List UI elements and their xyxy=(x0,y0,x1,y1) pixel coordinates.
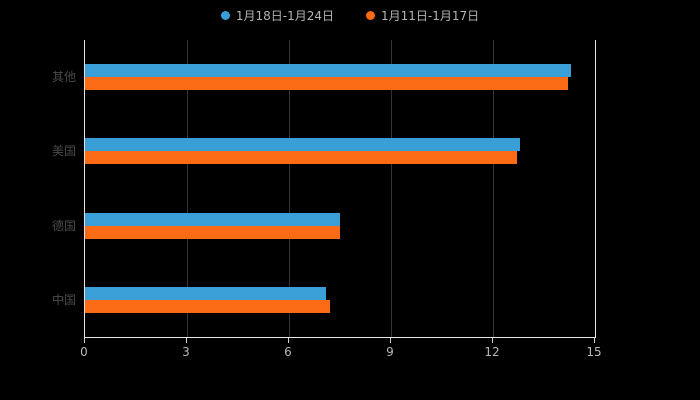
x-tick-label: 12 xyxy=(484,345,500,359)
bar-德国-series-2 xyxy=(85,225,340,239)
bar-group xyxy=(85,212,595,239)
x-tick-label: 0 xyxy=(80,345,88,359)
category-label: 德国 xyxy=(51,218,76,233)
axis-tick xyxy=(288,338,289,343)
plot-area xyxy=(84,40,596,338)
legend-marker-icon xyxy=(220,11,230,20)
category-row xyxy=(85,189,595,263)
x-tick-label: 15 xyxy=(586,345,602,359)
category-row xyxy=(85,114,595,188)
x-tick-label: 3 xyxy=(182,345,190,359)
category-label: 中国 xyxy=(51,292,76,307)
bar-德国-series-1 xyxy=(85,212,340,226)
bar-group xyxy=(85,64,595,91)
bar-group xyxy=(85,138,595,165)
category-label: 其他 xyxy=(51,70,76,85)
category-label: 美国 xyxy=(51,144,76,159)
legend-label: 1月18日-1月24日 xyxy=(235,9,334,23)
gridline xyxy=(187,40,188,337)
bar-group xyxy=(85,286,595,313)
category-row xyxy=(85,263,595,337)
bar-中国-series-1 xyxy=(85,286,327,300)
axis-tick xyxy=(492,338,493,343)
axis-tick xyxy=(594,338,595,343)
axis-tick xyxy=(84,338,85,343)
x-tick-label: 9 xyxy=(386,345,394,359)
bar-其他-series-2 xyxy=(85,77,568,91)
axis-tick xyxy=(390,338,391,343)
x-tick-label: 6 xyxy=(284,345,292,359)
gridline xyxy=(391,40,392,337)
legend-label: 1月11日-1月17日 xyxy=(381,9,480,23)
legend-item-series-2[interactable]: 1月11日-1月17日 xyxy=(366,7,479,24)
bar-其他-series-1 xyxy=(85,64,572,78)
bar-美国-series-2 xyxy=(85,151,517,165)
legend-marker-icon xyxy=(366,11,375,20)
bar-美国-series-1 xyxy=(85,138,521,152)
gridline xyxy=(493,40,494,337)
legend-item-series-1[interactable]: 1月18日-1月24日 xyxy=(220,7,334,24)
category-row xyxy=(85,40,595,114)
bar-中国-series-2 xyxy=(85,299,330,313)
chart-legend: 1月18日-1月24日 1月11日-1月17日 xyxy=(0,7,700,24)
axis-tick xyxy=(186,338,187,343)
gridline xyxy=(289,40,290,337)
